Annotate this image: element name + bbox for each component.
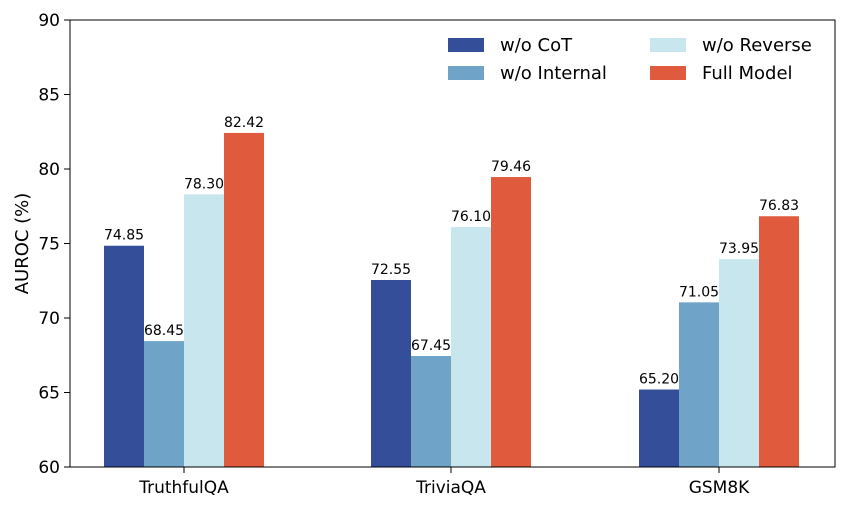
legend-label: Full Model: [702, 63, 793, 84]
x-tick-label: TriviaQA: [415, 478, 486, 498]
y-tick-label: 65: [38, 384, 60, 404]
bar-w-o-reverse-gsm8k: [719, 259, 759, 467]
data-label: 72.55: [371, 262, 411, 278]
bar-w-o-cot-truthfulqa: [104, 245, 144, 467]
bars-layer: [104, 132, 799, 467]
bar-w-o-internal-triviaqa: [411, 355, 451, 467]
bar-w-o-internal-truthfulqa: [144, 341, 184, 467]
bar-w-o-reverse-triviaqa: [451, 227, 491, 467]
x-tick-label: TruthfulQA: [138, 478, 229, 498]
x-axis: TruthfulQA TriviaQA GSM8K: [138, 467, 750, 498]
data-label: 78.30: [184, 176, 224, 192]
legend-label: w/o CoT: [500, 35, 573, 56]
legend: w/o CoT w/o Internal w/o Reverse Full Model: [448, 35, 812, 84]
data-label: 82.42: [224, 115, 264, 131]
y-tick-label: 90: [38, 11, 60, 31]
legend-swatch: [448, 66, 484, 80]
y-axis: 60 65 70 75 80 85 90: [38, 11, 70, 478]
data-label: 67.45: [411, 338, 451, 354]
legend-swatch: [650, 38, 686, 52]
data-label: 74.85: [104, 228, 144, 244]
bar-full-model-truthfulqa: [224, 132, 264, 467]
data-labels-layer: 74.85 68.45 78.30 82.42 72.55 67.45 76.10 79.46…: [104, 115, 799, 388]
y-tick-label: 75: [38, 235, 60, 255]
bar-w-o-cot-triviaqa: [371, 280, 411, 467]
data-label: 73.95: [719, 241, 759, 257]
data-label: 79.46: [491, 159, 531, 175]
data-label: 71.05: [679, 284, 719, 300]
legend-label: w/o Reverse: [702, 35, 812, 56]
data-label: 68.45: [144, 323, 184, 339]
x-tick-label: GSM8K: [689, 478, 750, 498]
bar-w-o-cot-gsm8k: [639, 389, 679, 467]
legend-swatch: [448, 38, 484, 52]
bar-w-o-reverse-truthfulqa: [184, 194, 224, 467]
legend-label: w/o Internal: [500, 63, 607, 84]
bar-w-o-internal-gsm8k: [679, 302, 719, 467]
y-tick-label: 60: [38, 458, 60, 478]
bar-full-model-triviaqa: [491, 177, 531, 467]
data-label: 76.83: [759, 198, 799, 214]
bar-full-model-gsm8k: [759, 216, 799, 467]
data-label: 76.10: [451, 209, 491, 225]
y-tick-label: 85: [38, 86, 60, 106]
legend-swatch: [650, 66, 686, 80]
y-tick-label: 70: [38, 309, 60, 329]
data-label: 65.20: [639, 372, 679, 388]
y-tick-label: 80: [38, 160, 60, 180]
y-axis-title: AUROC (%): [12, 193, 33, 295]
